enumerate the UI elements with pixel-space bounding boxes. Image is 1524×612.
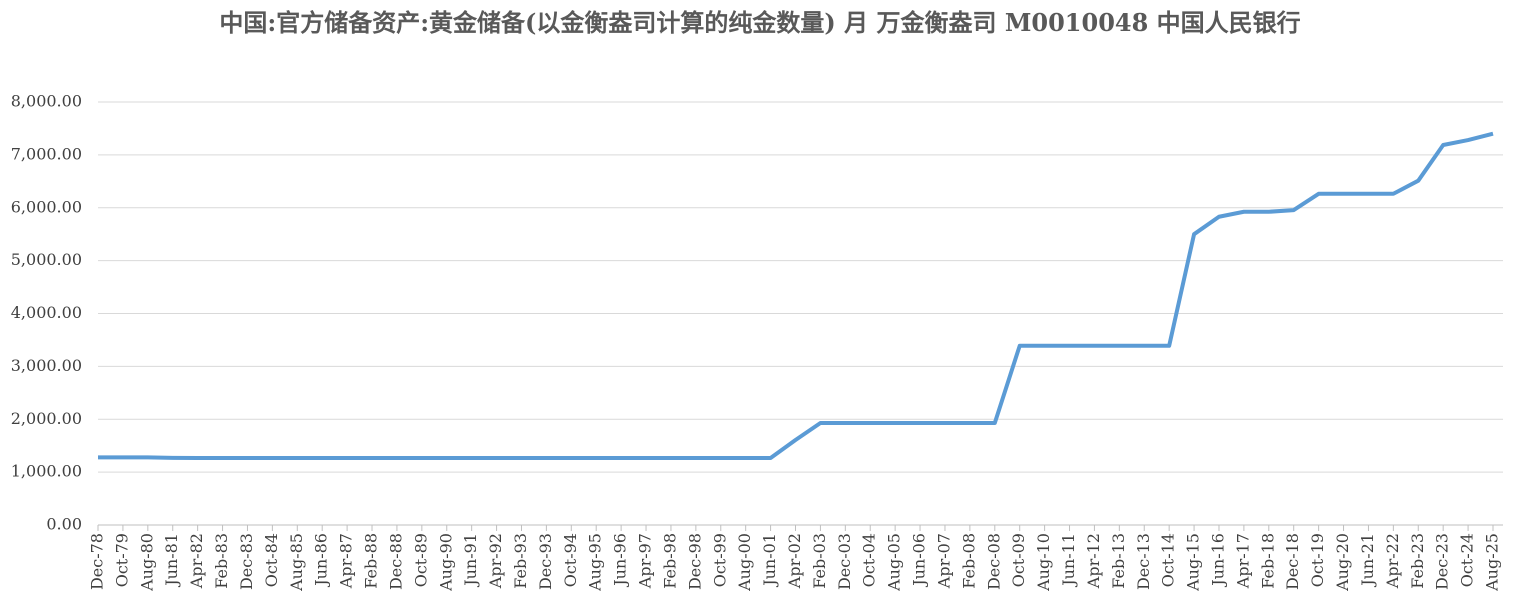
x-tick-label: Jun-21 (1358, 533, 1377, 588)
x-tick-label: Dec-13 (1134, 533, 1153, 590)
x-tick-label: Aug-25 (1483, 533, 1502, 592)
x-tick-label: Oct-09 (1009, 533, 1028, 587)
y-tick-label: 4,000.00 (11, 303, 82, 322)
x-tick-label: Dec-18 (1283, 533, 1302, 590)
x-tick-label: Oct-19 (1308, 533, 1327, 587)
x-tick-label: Oct-99 (710, 533, 729, 587)
x-tick-label: Aug-00 (735, 533, 754, 592)
x-tick-label: Feb-23 (1408, 533, 1427, 589)
data-line (98, 131, 1494, 461)
x-tick-label: Jun-06 (910, 533, 929, 588)
x-tick-label: Apr-22 (1383, 533, 1402, 589)
x-tick-label: Dec-98 (685, 533, 704, 590)
x-tick-label: Feb-98 (660, 533, 679, 589)
x-tick-label: Apr-02 (785, 533, 804, 589)
x-tick-label: Aug-15 (1184, 533, 1203, 592)
chart-title: 中国:官方储备资产:黄金储备(以金衡盎司计算的纯金数量) 月 万金衡盎司 M00… (219, 8, 1301, 37)
x-tick-label: Aug-05 (885, 533, 904, 592)
x-tick-label: Apr-12 (1084, 533, 1103, 589)
x-tick-label: Feb-03 (810, 533, 829, 589)
y-tick-label: 3,000.00 (11, 356, 82, 375)
x-tick-label: Oct-89 (411, 533, 430, 587)
x-tick-label: Apr-07 (934, 533, 953, 589)
x-tick-label: Apr-87 (337, 533, 356, 589)
x-tick-label: Oct-94 (561, 533, 580, 587)
x-tick-label: Apr-82 (187, 533, 206, 589)
x-tick-label: Apr-17 (1233, 533, 1252, 589)
x-tick-label: Dec-23 (1433, 533, 1452, 590)
x-tick-label: Dec-88 (386, 533, 405, 590)
x-tick-label: Apr-97 (636, 533, 655, 589)
x-tick-label: Apr-92 (486, 533, 505, 589)
y-tick-label: 1,000.00 (11, 462, 82, 481)
x-tick-label: Dec-78 (88, 533, 107, 590)
x-tick-label: Feb-83 (212, 533, 231, 589)
y-tick-label: 2,000.00 (11, 409, 82, 428)
x-tick-label: Feb-08 (959, 533, 978, 589)
y-tick-label: 0.00 (46, 515, 82, 534)
x-tick-label: Jun-96 (611, 533, 630, 588)
x-tick-label: Feb-18 (1258, 533, 1277, 589)
x-tick-label: Feb-13 (1109, 533, 1128, 589)
x-tick-label: Dec-83 (237, 533, 256, 590)
x-tick-label: Jun-86 (312, 533, 331, 588)
x-tick-label: Aug-85 (287, 533, 306, 592)
x-tick-label: Jun-81 (162, 533, 181, 588)
x-tick-label: Jun-11 (1059, 533, 1078, 588)
x-tick-label: Aug-80 (137, 533, 156, 592)
x-tick-label: Dec-03 (835, 533, 854, 590)
x-tick-label: Oct-14 (1159, 533, 1178, 587)
x-tick-label: Dec-93 (536, 533, 555, 590)
x-tick-label: Jun-01 (760, 533, 779, 588)
x-tick-label: Aug-95 (586, 533, 605, 592)
y-tick-label: 8,000.00 (11, 92, 82, 111)
x-tick-label: Dec-08 (984, 533, 1003, 590)
x-tick-label: Aug-90 (436, 533, 455, 592)
y-tick-label: 7,000.00 (11, 144, 82, 163)
x-tick-label: Jun-91 (461, 533, 480, 588)
x-tick-label: Oct-04 (860, 533, 879, 587)
x-tick-label: Oct-79 (112, 533, 131, 587)
x-tick-label: Aug-10 (1034, 533, 1053, 592)
y-tick-label: 5,000.00 (11, 250, 82, 269)
x-tick-label: Feb-93 (511, 533, 530, 589)
x-tick-label: Oct-24 (1458, 533, 1477, 587)
x-tick-label: Feb-88 (362, 533, 381, 589)
y-tick-label: 6,000.00 (11, 197, 82, 216)
x-tick-label: Jun-16 (1208, 533, 1227, 588)
x-tick-label: Oct-84 (262, 533, 281, 587)
x-tick-label: Aug-20 (1333, 533, 1352, 592)
